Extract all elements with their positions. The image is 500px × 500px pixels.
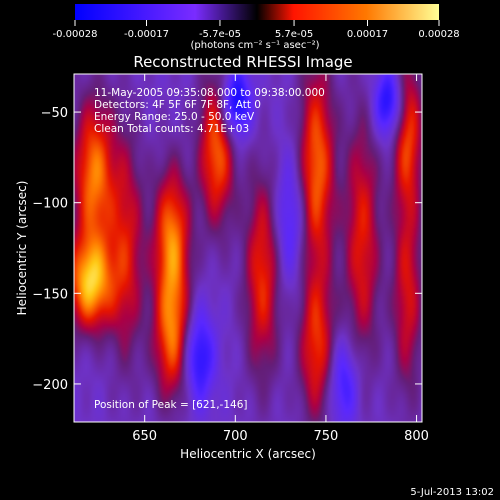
colorbar-ticks: -0.00028 -0.00017 -5.7e-05 5.7e-05 0.00017 0.… [53, 20, 460, 40]
annotation-detectors: Detectors: 4F 5F 6F 7F 8F, Att 0 [94, 99, 261, 111]
heatmap-image [74, 74, 422, 422]
x-tick-label: 750 [314, 429, 339, 444]
annotation-energy: Energy Range: 25.0 - 50.0 keV [94, 111, 255, 123]
annotation-peak: Position of Peak = [621,-146] [94, 399, 248, 411]
colorbar-tick-label: 5.7e-05 [275, 29, 313, 40]
plot-frame [73, 73, 423, 423]
x-tick-label: 700 [223, 429, 248, 444]
annotation-time: 11-May-2005 09:35:08.000 to 09:38:00.000 [94, 87, 325, 99]
x-axis-label: Heliocentric X (arcsec) [180, 447, 316, 461]
colorbar-tick-label: -0.00028 [53, 29, 98, 40]
axes: 650 700 750 800 −50 −100 −150 −200 [32, 74, 429, 444]
y-tick-label: −100 [32, 197, 68, 212]
y-tick-label: −50 [41, 106, 68, 121]
colorbar-unit-label: (photons cm⁻² s⁻¹ asec⁻²) [190, 40, 319, 51]
x-tick-label: 650 [132, 429, 157, 444]
colorbar [75, 4, 439, 20]
plot-area [73, 73, 423, 423]
y-tick-label: −200 [32, 378, 68, 393]
colorbar-tick-label: -5.7e-05 [199, 29, 241, 40]
x-tick-label: 800 [404, 429, 429, 444]
colorbar-tick-label: 0.00028 [418, 29, 459, 40]
annotation-clean: Clean Total counts: 4.71E+03 [94, 123, 249, 135]
chart-title: Reconstructed RHESSI Image [133, 53, 352, 71]
annotations: 11-May-2005 09:35:08.000 to 09:38:00.000… [94, 87, 325, 411]
colorbar-tick-label: 0.00017 [347, 29, 388, 40]
y-axis-label: Heliocentric Y (arcsec) [15, 181, 29, 316]
y-tick-label: −150 [32, 287, 68, 302]
colorbar-tick-label: -0.00017 [124, 29, 169, 40]
footer-date: 5-Jul-2013 13:02 [410, 487, 494, 498]
